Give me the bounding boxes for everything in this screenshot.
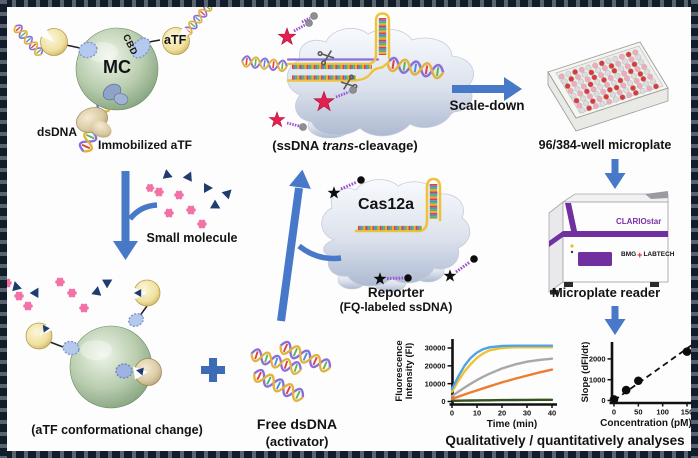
- svg-text:0: 0: [601, 396, 605, 405]
- quencher-icon: [404, 274, 412, 282]
- cas12a-cloud-top: [286, 28, 474, 137]
- svg-text:2000: 2000: [589, 355, 606, 364]
- cbd-blob: [78, 41, 98, 59]
- clariostar-brand-label: CLARIOstar: [616, 217, 662, 226]
- reader-purple-band: [563, 231, 668, 237]
- dsdna-entering-left: [240, 54, 289, 73]
- fluorophore-star-icon: [277, 27, 297, 45]
- svg-text:50: 50: [634, 408, 642, 417]
- plus-icon: [201, 358, 225, 382]
- border-top: [0, 0, 698, 7]
- quencher-icon: [470, 255, 478, 263]
- bmg-labtech-logo: BMG + LABTECH: [621, 250, 675, 261]
- chartA-xlabel: Time (min): [486, 419, 538, 430]
- reporter-caption: Reporter: [367, 285, 425, 300]
- svg-text:100: 100: [656, 408, 669, 417]
- cbd-blob: [62, 340, 80, 356]
- svg-text:30: 30: [523, 409, 531, 418]
- quenched-fluorophore-star-icon: [443, 269, 457, 282]
- fluorophore-star-icon: [268, 111, 286, 128]
- chartB-xlabel: Concentration (pM): [600, 418, 692, 429]
- crRNA-guide: [354, 177, 442, 233]
- cas12a-label: Cas12a: [358, 196, 415, 213]
- immobilized-atf-caption: Immobilized aTF: [97, 138, 192, 152]
- svg-text:20000: 20000: [425, 361, 446, 370]
- microplate-96well: [547, 41, 669, 132]
- conformational-change-caption: (aTF conformational change): [31, 423, 203, 437]
- free-dsdna-caption: Free dsDNA: [256, 416, 338, 432]
- small-molecule-label: Small molecule: [146, 231, 238, 245]
- cbd-blob: [131, 37, 151, 59]
- quencher-icon: [310, 12, 318, 20]
- microplate-caption: 96/384-well microplate: [538, 138, 672, 152]
- cbd-blob: [128, 313, 144, 327]
- svg-text:40: 40: [548, 409, 556, 418]
- reader-caption: Microplate reader: [551, 285, 661, 300]
- border-right: [691, 0, 698, 458]
- microplate-wells: [558, 49, 659, 114]
- immobilized-atf-assembly: [11, 0, 215, 156]
- reader-handle: [645, 191, 668, 199]
- trans-cleavage-complex: [240, 12, 474, 139]
- svg-text:0: 0: [441, 397, 445, 406]
- fq-ssdna-caption: (FQ-labeled ssDNA): [339, 300, 453, 314]
- base-pair-rungs: [292, 18, 438, 231]
- cleavage-products: [268, 12, 359, 131]
- quencher-icon: [299, 123, 307, 131]
- calibration-chart: 0 1000 2000 0 50 100 150: [589, 343, 694, 417]
- quencher-icon: [349, 86, 357, 94]
- flow-arrows: [113, 77, 626, 335]
- svg-text:10: 10: [473, 409, 481, 418]
- quencher-icon: [305, 19, 313, 27]
- svg-text:150: 150: [681, 408, 694, 417]
- arrow-up-center: [277, 187, 303, 322]
- scale-down-label: Scale-down: [449, 98, 525, 113]
- chart-axes: [449, 339, 694, 406]
- border-bottom: [0, 451, 698, 458]
- bmg-logo-star: +: [637, 250, 643, 261]
- dsdna-label: dsDNA: [37, 125, 78, 139]
- quencher-icon: [357, 176, 365, 184]
- cbd-blob: [115, 363, 133, 379]
- reader-screen: [578, 252, 612, 266]
- trans-cleavage-caption: (ssDNA trans-cleavage): [272, 138, 418, 153]
- border-left: [0, 0, 7, 458]
- chartA-ylabel: Fluorescence Intensity (FI): [394, 340, 415, 402]
- crRNA-r-loop: [286, 12, 391, 82]
- svg-text:20: 20: [498, 409, 506, 418]
- conformational-change-assembly: [2, 275, 162, 409]
- activator-caption: (activator): [265, 434, 329, 449]
- free-dsdna-group: [248, 338, 334, 405]
- analyses-caption: Qualitatively / quantitatively analyses: [445, 433, 685, 448]
- svg-text:1000: 1000: [589, 375, 606, 384]
- small-molecules-cluster: [145, 168, 236, 229]
- atf-label: aTF: [164, 33, 187, 47]
- chartB-ylabel: Slope (dFI/dt): [580, 341, 592, 403]
- svg-text:30000: 30000: [425, 344, 446, 353]
- microplate-reader: [548, 191, 669, 295]
- kinetics-chart: 0 10000 20000 30000 0 10 20 30 40: [425, 344, 557, 418]
- svg-text:10000: 10000: [425, 379, 446, 388]
- svg-text:0: 0: [450, 409, 454, 418]
- mc-label: MC: [103, 57, 131, 77]
- trans-italic: trans: [322, 138, 355, 153]
- fq-reporters: [327, 176, 478, 285]
- svg-text:0: 0: [612, 408, 616, 417]
